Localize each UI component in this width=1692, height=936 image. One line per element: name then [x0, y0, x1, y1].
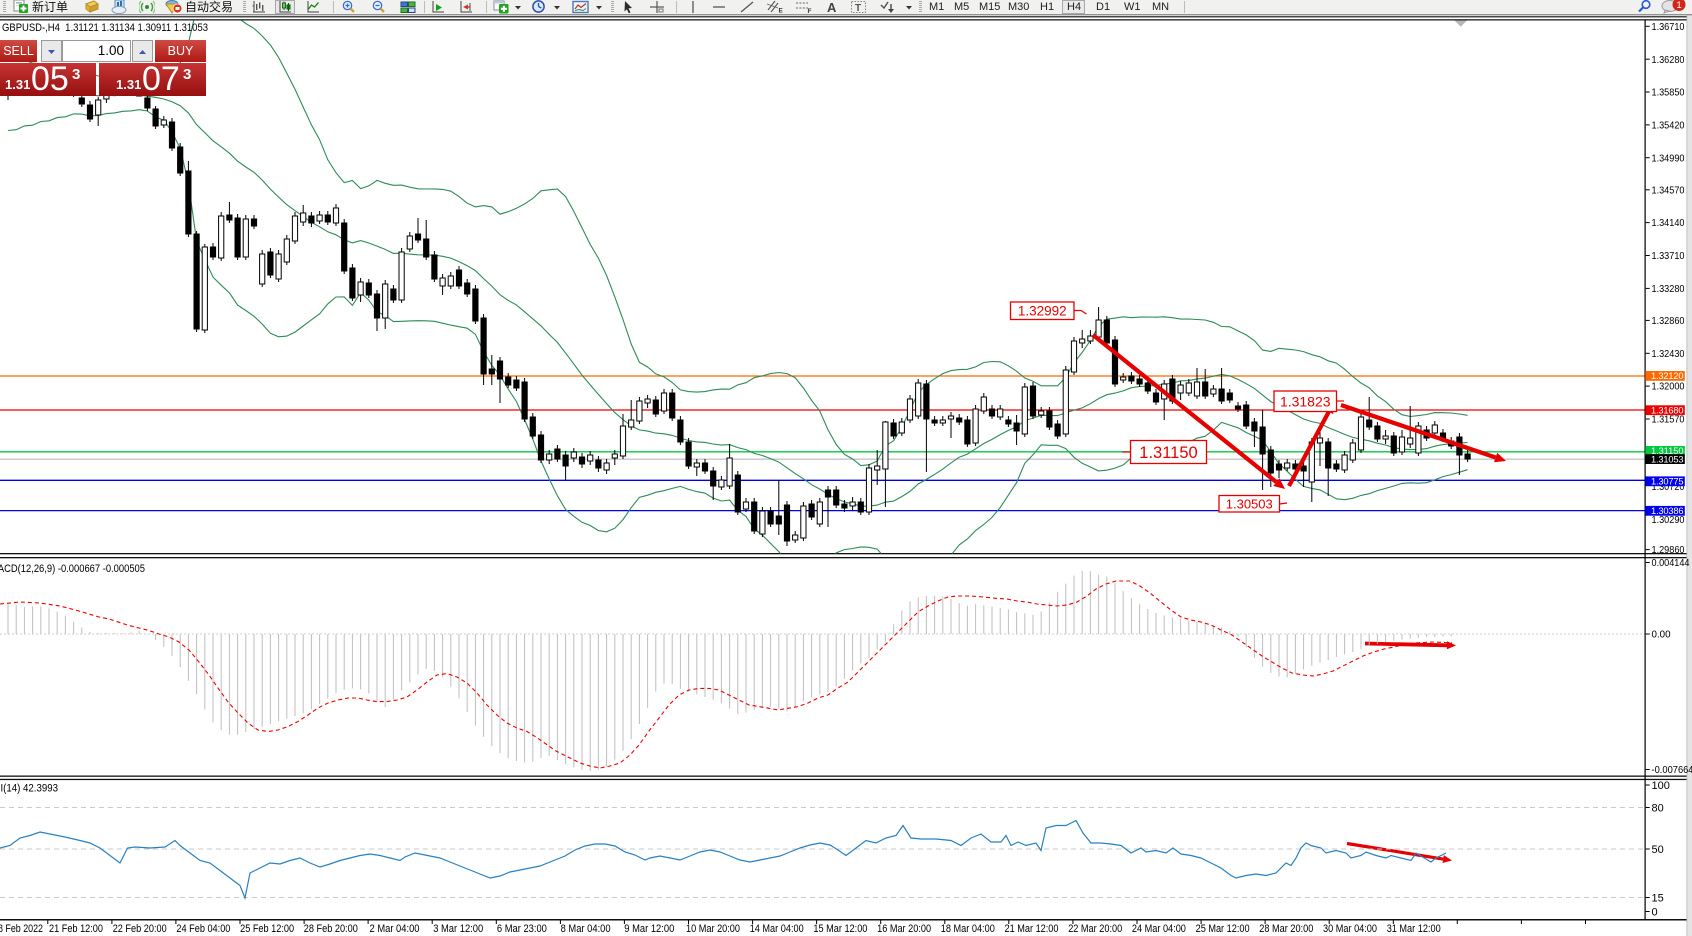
svg-text:1.34140: 1.34140: [1652, 217, 1685, 229]
svg-text:RSI(14) 42.3993: RSI(14) 42.3993: [0, 783, 58, 795]
svg-text:15 Mar 12:00: 15 Mar 12:00: [813, 923, 867, 935]
svg-text:18 Mar 04:00: 18 Mar 04:00: [941, 923, 995, 935]
svg-text:16 Mar 20:00: 16 Mar 20:00: [877, 923, 931, 935]
svg-text:1.30386: 1.30386: [1651, 506, 1684, 516]
svg-text:1.32430: 1.32430: [1652, 348, 1685, 360]
svg-text:1.31823: 1.31823: [1280, 393, 1331, 409]
svg-text:1.31053: 1.31053: [1651, 454, 1684, 464]
svg-text:80: 80: [1652, 802, 1664, 814]
svg-text:1.30290: 1.30290: [1652, 514, 1685, 526]
svg-text:24 Mar 04:00: 24 Mar 04:00: [1132, 923, 1186, 935]
svg-text:1.31150: 1.31150: [1651, 446, 1684, 456]
svg-text:E: E: [779, 8, 784, 15]
svg-text:0.004144: 0.004144: [1652, 557, 1690, 569]
svg-text:1: 1: [1676, 0, 1681, 11]
svg-text:1.36710: 1.36710: [1652, 21, 1685, 33]
svg-text:22 Mar 20:00: 22 Mar 20:00: [1068, 923, 1122, 935]
svg-text:1.32860: 1.32860: [1652, 315, 1685, 327]
svg-text:25 Mar 12:00: 25 Mar 12:00: [1196, 923, 1250, 935]
svg-text:3 Mar 12:00: 3 Mar 12:00: [433, 923, 483, 935]
svg-text:1.29860: 1.29860: [1652, 544, 1685, 556]
svg-text:1.33710: 1.33710: [1652, 250, 1685, 262]
svg-text:2 Mar 04:00: 2 Mar 04:00: [370, 923, 420, 935]
svg-text:0.00: 0.00: [1652, 629, 1671, 641]
svg-text:1.32120: 1.32120: [1651, 371, 1684, 381]
svg-text:28 Mar 20:00: 28 Mar 20:00: [1259, 923, 1313, 935]
svg-text:9 Mar 12:00: 9 Mar 12:00: [624, 923, 674, 935]
svg-text:31 Mar 12:00: 31 Mar 12:00: [1387, 923, 1441, 935]
svg-text:F: F: [808, 8, 812, 14]
svg-text:21 Mar 12:00: 21 Mar 12:00: [1005, 923, 1059, 935]
svg-text:1.35420: 1.35420: [1652, 120, 1685, 132]
svg-text:1.36280: 1.36280: [1652, 54, 1685, 66]
svg-text:1.33280: 1.33280: [1652, 283, 1685, 295]
svg-text:14 Mar 04:00: 14 Mar 04:00: [750, 923, 804, 935]
svg-text:1.35850: 1.35850: [1652, 87, 1685, 99]
svg-text:0: 0: [1652, 906, 1658, 918]
svg-text:15: 15: [1652, 892, 1664, 904]
svg-text:1.34570: 1.34570: [1652, 184, 1685, 196]
svg-text:-0.007664: -0.007664: [1652, 764, 1692, 776]
svg-text:10 Mar 20:00: 10 Mar 20:00: [686, 923, 740, 935]
svg-text:1.31680: 1.31680: [1651, 405, 1684, 415]
svg-text:50: 50: [1652, 844, 1664, 856]
svg-text:MACD(12,26,9) -0.000667 -0.000: MACD(12,26,9) -0.000667 -0.000505: [0, 563, 145, 575]
svg-text:T: T: [855, 3, 861, 14]
svg-text:18 Feb 2022: 18 Feb 2022: [0, 923, 43, 935]
svg-text:1.30503: 1.30503: [1226, 496, 1273, 511]
svg-text:1.34990: 1.34990: [1652, 152, 1685, 164]
svg-text:1.31150: 1.31150: [1139, 444, 1197, 462]
svg-text:8 Mar 04:00: 8 Mar 04:00: [561, 923, 611, 935]
svg-text:GBPUSD-,H4 1.31121 1.31134 1.: GBPUSD-,H4 1.31121 1.31134 1.30911 1.310…: [2, 22, 208, 34]
svg-text:28 Feb 20:00: 28 Feb 20:00: [304, 923, 358, 935]
svg-text:100: 100: [1652, 780, 1670, 792]
svg-text:21 Feb 12:00: 21 Feb 12:00: [49, 923, 103, 935]
svg-text:1.32000: 1.32000: [1652, 381, 1685, 393]
svg-text:1.30775: 1.30775: [1651, 477, 1684, 487]
svg-text:30 Mar 04:00: 30 Mar 04:00: [1323, 923, 1377, 935]
svg-text:22 Feb 20:00: 22 Feb 20:00: [113, 923, 167, 935]
svg-text:25 Feb 12:00: 25 Feb 12:00: [240, 923, 294, 935]
svg-text:6 Mar 23:00: 6 Mar 23:00: [497, 923, 547, 935]
svg-text:1.32992: 1.32992: [1018, 304, 1067, 319]
svg-text:1.31570: 1.31570: [1652, 414, 1685, 426]
svg-text:24 Feb 04:00: 24 Feb 04:00: [176, 923, 230, 935]
